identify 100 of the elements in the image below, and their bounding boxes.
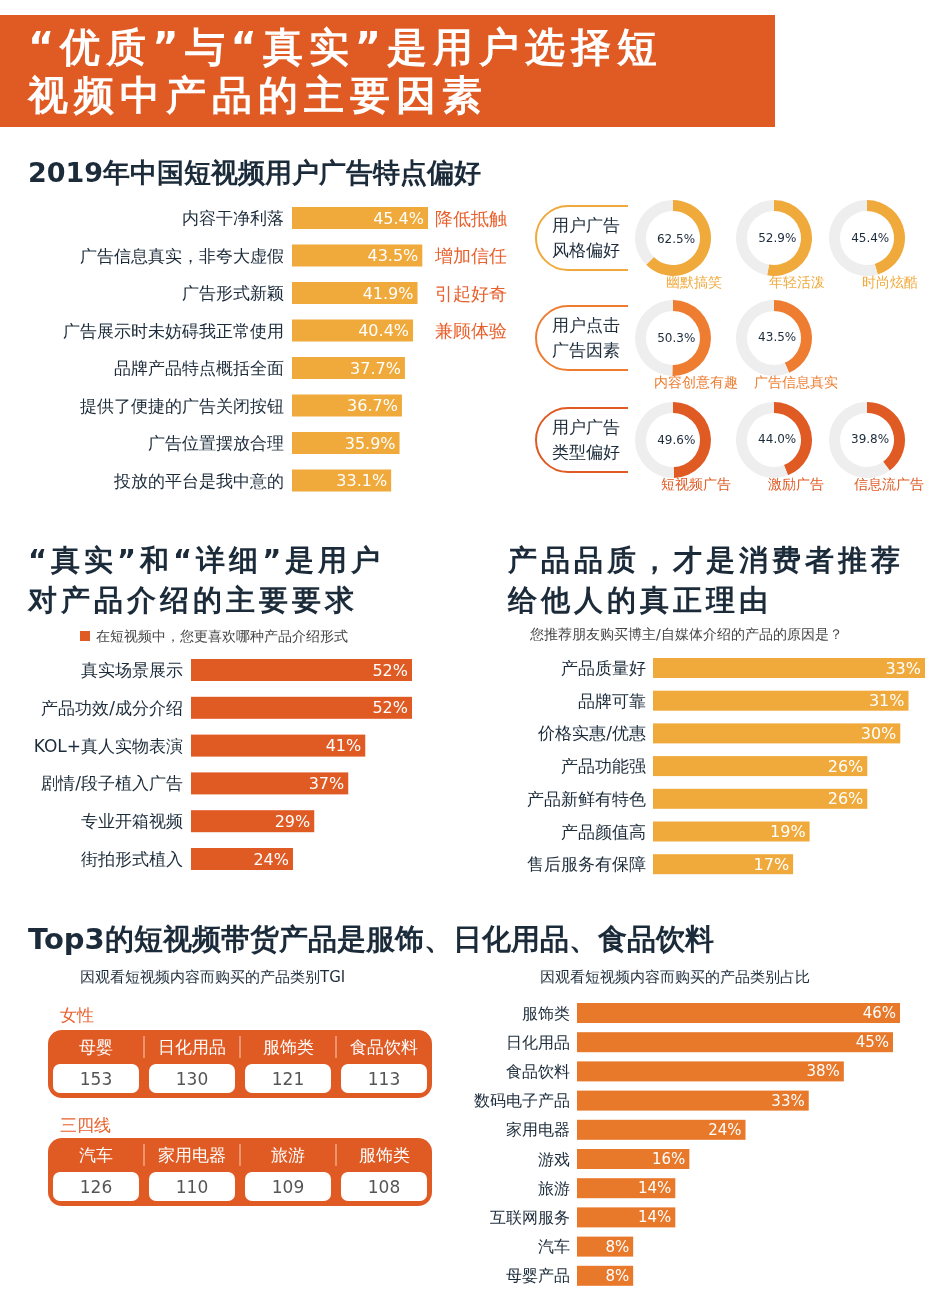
data-label: 14%	[637, 1208, 672, 1227]
y-tick-label: 提供了便捷的广告关闭按钮	[80, 395, 284, 416]
data-label: 109	[271, 1177, 305, 1197]
text: 因观看短视频内容而购买的产品类别TGI	[80, 968, 346, 987]
y-tick-label: 产品功效/成分介绍	[41, 697, 183, 718]
text: 兼顾体验	[435, 320, 507, 341]
bar	[292, 357, 405, 379]
text: 用户广告风格偏好	[552, 214, 621, 262]
data-label: 110	[175, 1177, 209, 1197]
category-label: 服饰类	[358, 1145, 410, 1165]
text: 三四线	[60, 1114, 111, 1137]
data-label: 19%	[770, 822, 806, 841]
y-tick-label: 广告位置摆放合理	[148, 433, 284, 453]
bar	[653, 756, 868, 777]
data-label: 153	[79, 1069, 113, 1089]
chart-title: 2019年中国短视频用户广告特点偏好	[28, 156, 482, 190]
bar	[577, 1207, 676, 1228]
bar	[577, 1178, 676, 1199]
donut-slice	[646, 200, 711, 276]
y-tick-label: 剧情/段子植入广告	[41, 773, 183, 794]
text: 增加信任	[434, 245, 507, 266]
data-label: 36.7%	[347, 396, 398, 415]
chart-subtitle: 因观看短视频内容而购买的产品类别占比	[540, 968, 810, 987]
chart-title: “真实”和“详细”是用户对产品介绍的主要要求	[28, 542, 386, 619]
data-label: 126	[79, 1177, 113, 1197]
data-label: 33.1%	[336, 471, 388, 490]
data-label: 33%	[885, 658, 921, 678]
data-label: 62.5%	[656, 232, 696, 247]
y-tick-label: 日化用品	[506, 1032, 570, 1052]
data-label: 33%	[771, 1091, 805, 1110]
data-label: 37%	[308, 773, 345, 793]
bar	[577, 1090, 809, 1111]
data-label: 8%	[605, 1237, 630, 1256]
y-tick-label: 汽车	[538, 1237, 570, 1257]
bar	[191, 696, 412, 719]
bar	[191, 659, 412, 681]
bar	[653, 690, 909, 711]
bar	[653, 854, 794, 875]
y-tick-label: 品牌产品特点概括全面	[114, 358, 284, 378]
data-label: 45%	[855, 1033, 889, 1052]
y-tick-label: 售后服务有保障	[527, 854, 646, 875]
category-label: 服饰类	[262, 1037, 314, 1057]
y-tick-label: 产品质量好	[561, 658, 646, 678]
bar	[577, 1149, 690, 1169]
slice-label: 信息流广告	[853, 476, 924, 492]
slice-label: 内容创意有趣	[653, 374, 738, 390]
y-tick-label: 专业开箱视频	[81, 811, 183, 832]
slice-label: 短视频广告	[660, 476, 731, 492]
data-label: 24%	[253, 849, 289, 869]
data-label: 49.6%	[657, 432, 696, 447]
y-tick-label: 街拍形式植入	[81, 849, 183, 869]
category-label: 食品饮料	[350, 1037, 418, 1057]
bar	[653, 658, 925, 678]
y-tick-label: 游戏	[538, 1149, 570, 1169]
data-label: 38%	[806, 1062, 840, 1081]
data-label: 39.8%	[851, 432, 890, 447]
slice-label: 激励广告	[768, 476, 825, 492]
data-label: 17%	[753, 854, 790, 874]
data-label: 26%	[827, 756, 864, 776]
bar	[653, 821, 810, 842]
data-label: 14%	[637, 1179, 672, 1198]
y-tick-label: 旅游	[538, 1178, 570, 1198]
bar	[292, 244, 423, 267]
y-tick-label: 互联网服务	[490, 1207, 570, 1227]
y-tick-label: 真实场景展示	[81, 660, 183, 680]
y-tick-label: 产品颜值高	[561, 821, 646, 842]
slice-label: 年轻活泼	[768, 274, 825, 290]
bar	[577, 1003, 900, 1023]
data-label: 40.4%	[358, 321, 410, 340]
donut-slice	[829, 402, 890, 478]
bar	[191, 772, 349, 795]
category-label: 母婴	[79, 1037, 113, 1057]
y-tick-label: 产品功能强	[561, 756, 646, 777]
y-tick-label: 广告展示时未妨碍我正常使用	[63, 320, 284, 341]
data-label: 113	[367, 1069, 401, 1089]
chart-subtitle: 您推荐朋友购买博主/自媒体介绍的产品的原因是？	[530, 626, 843, 644]
data-label: 45.4%	[851, 230, 890, 245]
legend-label: 在短视频中，您更喜欢哪种产品介绍形式	[96, 628, 348, 644]
slice-label: 时尚炫酷	[861, 274, 918, 290]
data-label: 37.7%	[350, 358, 401, 378]
bar	[191, 848, 293, 870]
bar	[292, 207, 428, 229]
chart-title: 产品品质，才是消费者推荐给他人的真正理由	[508, 542, 905, 619]
bar	[653, 723, 901, 744]
y-tick-label: 产品新鲜有特色	[527, 788, 646, 809]
bar	[577, 1061, 844, 1082]
data-label: 52%	[372, 698, 408, 718]
slice-label: 广告信息真实	[754, 374, 839, 390]
y-tick-label: KOL+真人实物表演	[33, 735, 183, 756]
y-tick-label: 广告形式新颖	[182, 283, 284, 303]
text: Top3的短视频带货产品是服饰、日化用品、食品饮料	[28, 921, 714, 958]
y-tick-label: 食品饮料	[506, 1061, 570, 1081]
slice-label: 幽默搞笑	[666, 274, 723, 290]
data-label: 8%	[605, 1266, 630, 1285]
data-label: 41.9%	[362, 283, 414, 303]
bar	[653, 788, 868, 809]
data-label: 35.9%	[344, 433, 396, 453]
data-label: 46%	[862, 1004, 896, 1022]
y-tick-label: 投放的平台是我中意的	[113, 470, 284, 491]
data-label: 52%	[372, 660, 408, 680]
